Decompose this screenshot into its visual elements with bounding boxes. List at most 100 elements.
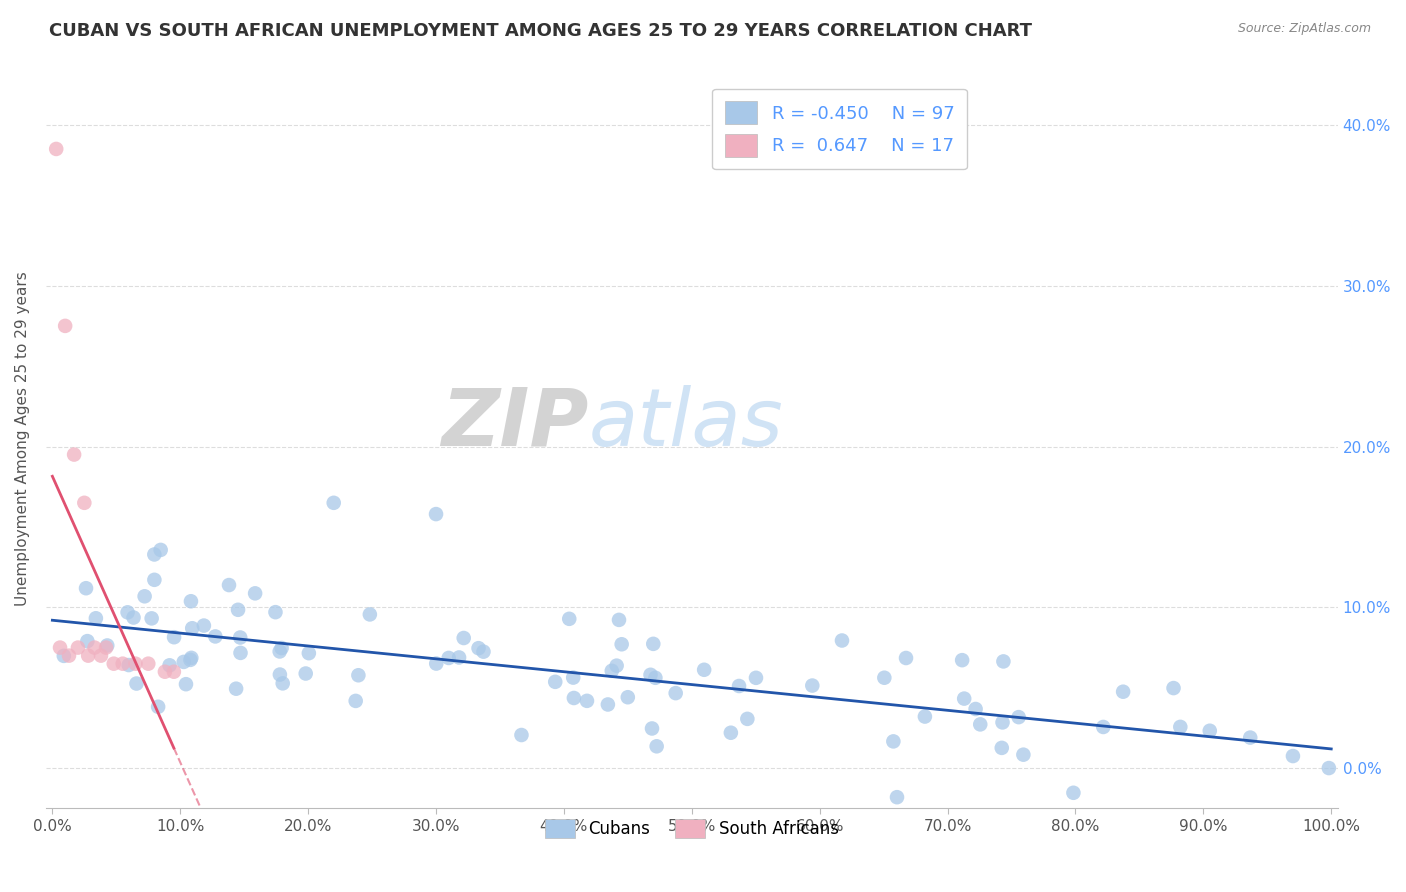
Point bbox=[437, 651, 460, 665]
Point bbox=[991, 715, 1014, 730]
Point bbox=[882, 734, 904, 748]
Point bbox=[90, 648, 112, 663]
Point bbox=[163, 630, 186, 644]
Point bbox=[558, 612, 581, 626]
Point bbox=[181, 621, 204, 635]
Point bbox=[269, 644, 291, 658]
Point bbox=[1163, 681, 1185, 695]
Point bbox=[1282, 749, 1305, 764]
Point bbox=[294, 666, 316, 681]
Point bbox=[562, 671, 585, 685]
Point bbox=[600, 664, 623, 678]
Point bbox=[737, 712, 759, 726]
Point bbox=[225, 681, 247, 696]
Point bbox=[49, 640, 72, 655]
Point bbox=[180, 651, 202, 665]
Point bbox=[965, 702, 987, 716]
Point bbox=[174, 677, 197, 691]
Point bbox=[77, 648, 100, 663]
Point bbox=[75, 581, 97, 595]
Point bbox=[894, 651, 917, 665]
Point bbox=[425, 657, 447, 671]
Point bbox=[103, 657, 125, 671]
Point bbox=[264, 605, 287, 619]
Point bbox=[665, 686, 688, 700]
Point bbox=[644, 671, 666, 685]
Point bbox=[873, 671, 896, 685]
Point bbox=[1198, 723, 1220, 738]
Point bbox=[124, 657, 146, 671]
Point bbox=[146, 699, 169, 714]
Point bbox=[73, 496, 96, 510]
Point bbox=[640, 667, 662, 681]
Point bbox=[125, 676, 148, 690]
Point bbox=[173, 655, 195, 669]
Point bbox=[243, 586, 266, 600]
Point bbox=[467, 641, 489, 656]
Point bbox=[728, 679, 751, 693]
Point bbox=[347, 668, 370, 682]
Point bbox=[1012, 747, 1035, 762]
Point bbox=[136, 657, 159, 671]
Point bbox=[607, 613, 630, 627]
Point bbox=[643, 637, 665, 651]
Point bbox=[66, 640, 89, 655]
Point bbox=[94, 640, 117, 655]
Point bbox=[1239, 731, 1261, 745]
Point bbox=[1092, 720, 1115, 734]
Point bbox=[693, 663, 716, 677]
Point bbox=[745, 671, 768, 685]
Point bbox=[606, 658, 628, 673]
Point bbox=[322, 496, 344, 510]
Point bbox=[111, 657, 134, 671]
Point bbox=[141, 611, 163, 625]
Point bbox=[63, 448, 86, 462]
Point bbox=[52, 648, 75, 663]
Point bbox=[990, 740, 1012, 755]
Point bbox=[914, 709, 936, 723]
Point bbox=[617, 690, 640, 705]
Text: Source: ZipAtlas.com: Source: ZipAtlas.com bbox=[1237, 22, 1371, 36]
Point bbox=[229, 631, 252, 645]
Point bbox=[218, 578, 240, 592]
Legend: Cubans, South Africans: Cubans, South Africans bbox=[538, 812, 845, 845]
Point bbox=[204, 629, 226, 643]
Point bbox=[118, 658, 141, 673]
Point bbox=[344, 694, 367, 708]
Point bbox=[117, 605, 139, 619]
Point bbox=[575, 694, 598, 708]
Point bbox=[180, 594, 202, 608]
Point bbox=[544, 674, 567, 689]
Point bbox=[84, 611, 107, 625]
Point bbox=[1112, 684, 1135, 698]
Point bbox=[143, 548, 166, 562]
Point bbox=[229, 646, 252, 660]
Point bbox=[472, 645, 495, 659]
Point bbox=[359, 607, 381, 622]
Point bbox=[720, 725, 742, 739]
Point bbox=[58, 648, 80, 663]
Point bbox=[298, 646, 321, 660]
Point bbox=[45, 142, 67, 156]
Point bbox=[1062, 786, 1084, 800]
Point bbox=[510, 728, 533, 742]
Point bbox=[96, 639, 118, 653]
Point bbox=[76, 634, 98, 648]
Point bbox=[270, 641, 292, 656]
Point bbox=[562, 691, 585, 706]
Point bbox=[801, 679, 824, 693]
Point bbox=[453, 631, 475, 645]
Point bbox=[149, 542, 172, 557]
Point bbox=[886, 790, 908, 805]
Point bbox=[134, 589, 156, 603]
Point bbox=[953, 691, 976, 706]
Point bbox=[1317, 761, 1340, 775]
Point bbox=[153, 665, 176, 679]
Point bbox=[641, 722, 664, 736]
Point bbox=[271, 676, 294, 690]
Text: CUBAN VS SOUTH AFRICAN UNEMPLOYMENT AMONG AGES 25 TO 29 YEARS CORRELATION CHART: CUBAN VS SOUTH AFRICAN UNEMPLOYMENT AMON… bbox=[49, 22, 1032, 40]
Point bbox=[83, 640, 105, 655]
Point bbox=[193, 618, 215, 632]
Point bbox=[53, 318, 76, 333]
Point bbox=[596, 698, 619, 712]
